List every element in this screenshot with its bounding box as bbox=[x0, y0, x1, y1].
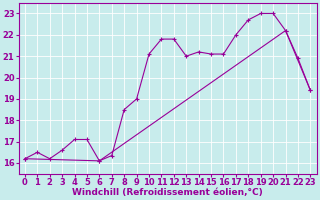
X-axis label: Windchill (Refroidissement éolien,°C): Windchill (Refroidissement éolien,°C) bbox=[72, 188, 263, 197]
